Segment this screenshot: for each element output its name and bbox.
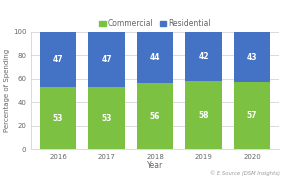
Text: 43: 43 (247, 53, 258, 62)
Bar (234, 82, 270, 149)
Text: 47: 47 (53, 55, 63, 64)
Text: 53: 53 (53, 114, 63, 122)
Text: 53: 53 (101, 114, 112, 122)
Text: 42: 42 (198, 52, 209, 61)
Bar (40, 87, 76, 149)
Y-axis label: Percentage of Spending: Percentage of Spending (4, 49, 10, 132)
Text: © E Source (DSM Insights): © E Source (DSM Insights) (210, 171, 280, 176)
Text: 58: 58 (198, 111, 209, 120)
Bar (137, 83, 173, 149)
Bar (137, 32, 173, 83)
Bar (185, 32, 222, 81)
Text: 44: 44 (150, 53, 160, 62)
Text: 57: 57 (247, 111, 258, 120)
Text: 47: 47 (101, 55, 112, 64)
X-axis label: Year: Year (147, 161, 163, 170)
Legend: Commercial, Residential: Commercial, Residential (99, 19, 211, 28)
Bar (185, 81, 222, 149)
Bar (88, 87, 125, 149)
Text: 56: 56 (150, 112, 160, 121)
Bar (234, 32, 270, 82)
Bar (88, 32, 125, 87)
Bar (40, 32, 76, 87)
